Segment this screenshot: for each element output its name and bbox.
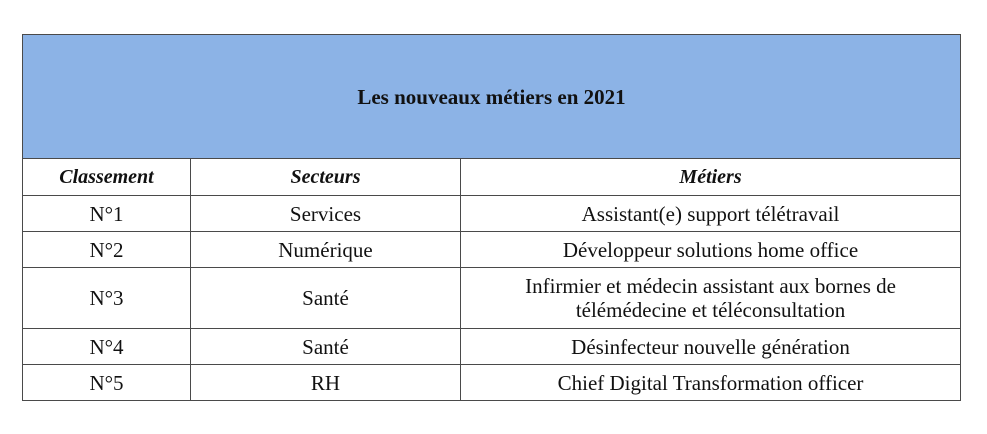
- sector-cell: Santé: [190, 267, 461, 329]
- rank-cell: N°3: [22, 267, 191, 329]
- rank-cell: N°1: [22, 195, 191, 232]
- table-row: N°5 RH Chief Digital Transformation offi…: [22, 364, 962, 401]
- rank-cell: N°4: [22, 328, 191, 365]
- jobs-table-container: Les nouveaux métiers en 2021 Classement …: [21, 34, 962, 401]
- table-row: N°2 Numérique Développeur solutions home…: [22, 231, 962, 268]
- table-row: N°4 Santé Désinfecteur nouvelle générati…: [22, 328, 962, 365]
- sector-cell: Santé: [190, 328, 461, 365]
- job-text: Infirmier et médecin assistant aux borne…: [525, 274, 896, 322]
- rank-cell: N°2: [22, 231, 191, 268]
- sector-cell: Services: [190, 195, 461, 232]
- new-jobs-table: Les nouveaux métiers en 2021 Classement …: [21, 34, 962, 401]
- job-cell: Chief Digital Transformation officer: [459, 364, 962, 401]
- table-title: Les nouveaux métiers en 2021: [21, 34, 962, 159]
- header-classement: Classement: [22, 158, 191, 196]
- header-metiers: Métiers: [459, 158, 962, 196]
- table-row: N°3 Santé Infirmier et médecin assistant…: [22, 267, 962, 329]
- header-row: Classement Secteurs Métiers: [22, 158, 962, 196]
- sector-cell: RH: [190, 364, 461, 401]
- header-secteurs: Secteurs: [190, 158, 461, 196]
- job-cell: Développeur solutions home office: [459, 231, 962, 268]
- title-row: Les nouveaux métiers en 2021: [21, 34, 962, 159]
- rank-cell: N°5: [22, 364, 191, 401]
- job-cell: Infirmier et médecin assistant aux borne…: [459, 267, 962, 329]
- job-cell: Assistant(e) support télétravail: [459, 195, 962, 232]
- sector-cell: Numérique: [190, 231, 461, 268]
- job-cell: Désinfecteur nouvelle génération: [459, 328, 962, 365]
- table-row: N°1 Services Assistant(e) support télétr…: [22, 195, 962, 232]
